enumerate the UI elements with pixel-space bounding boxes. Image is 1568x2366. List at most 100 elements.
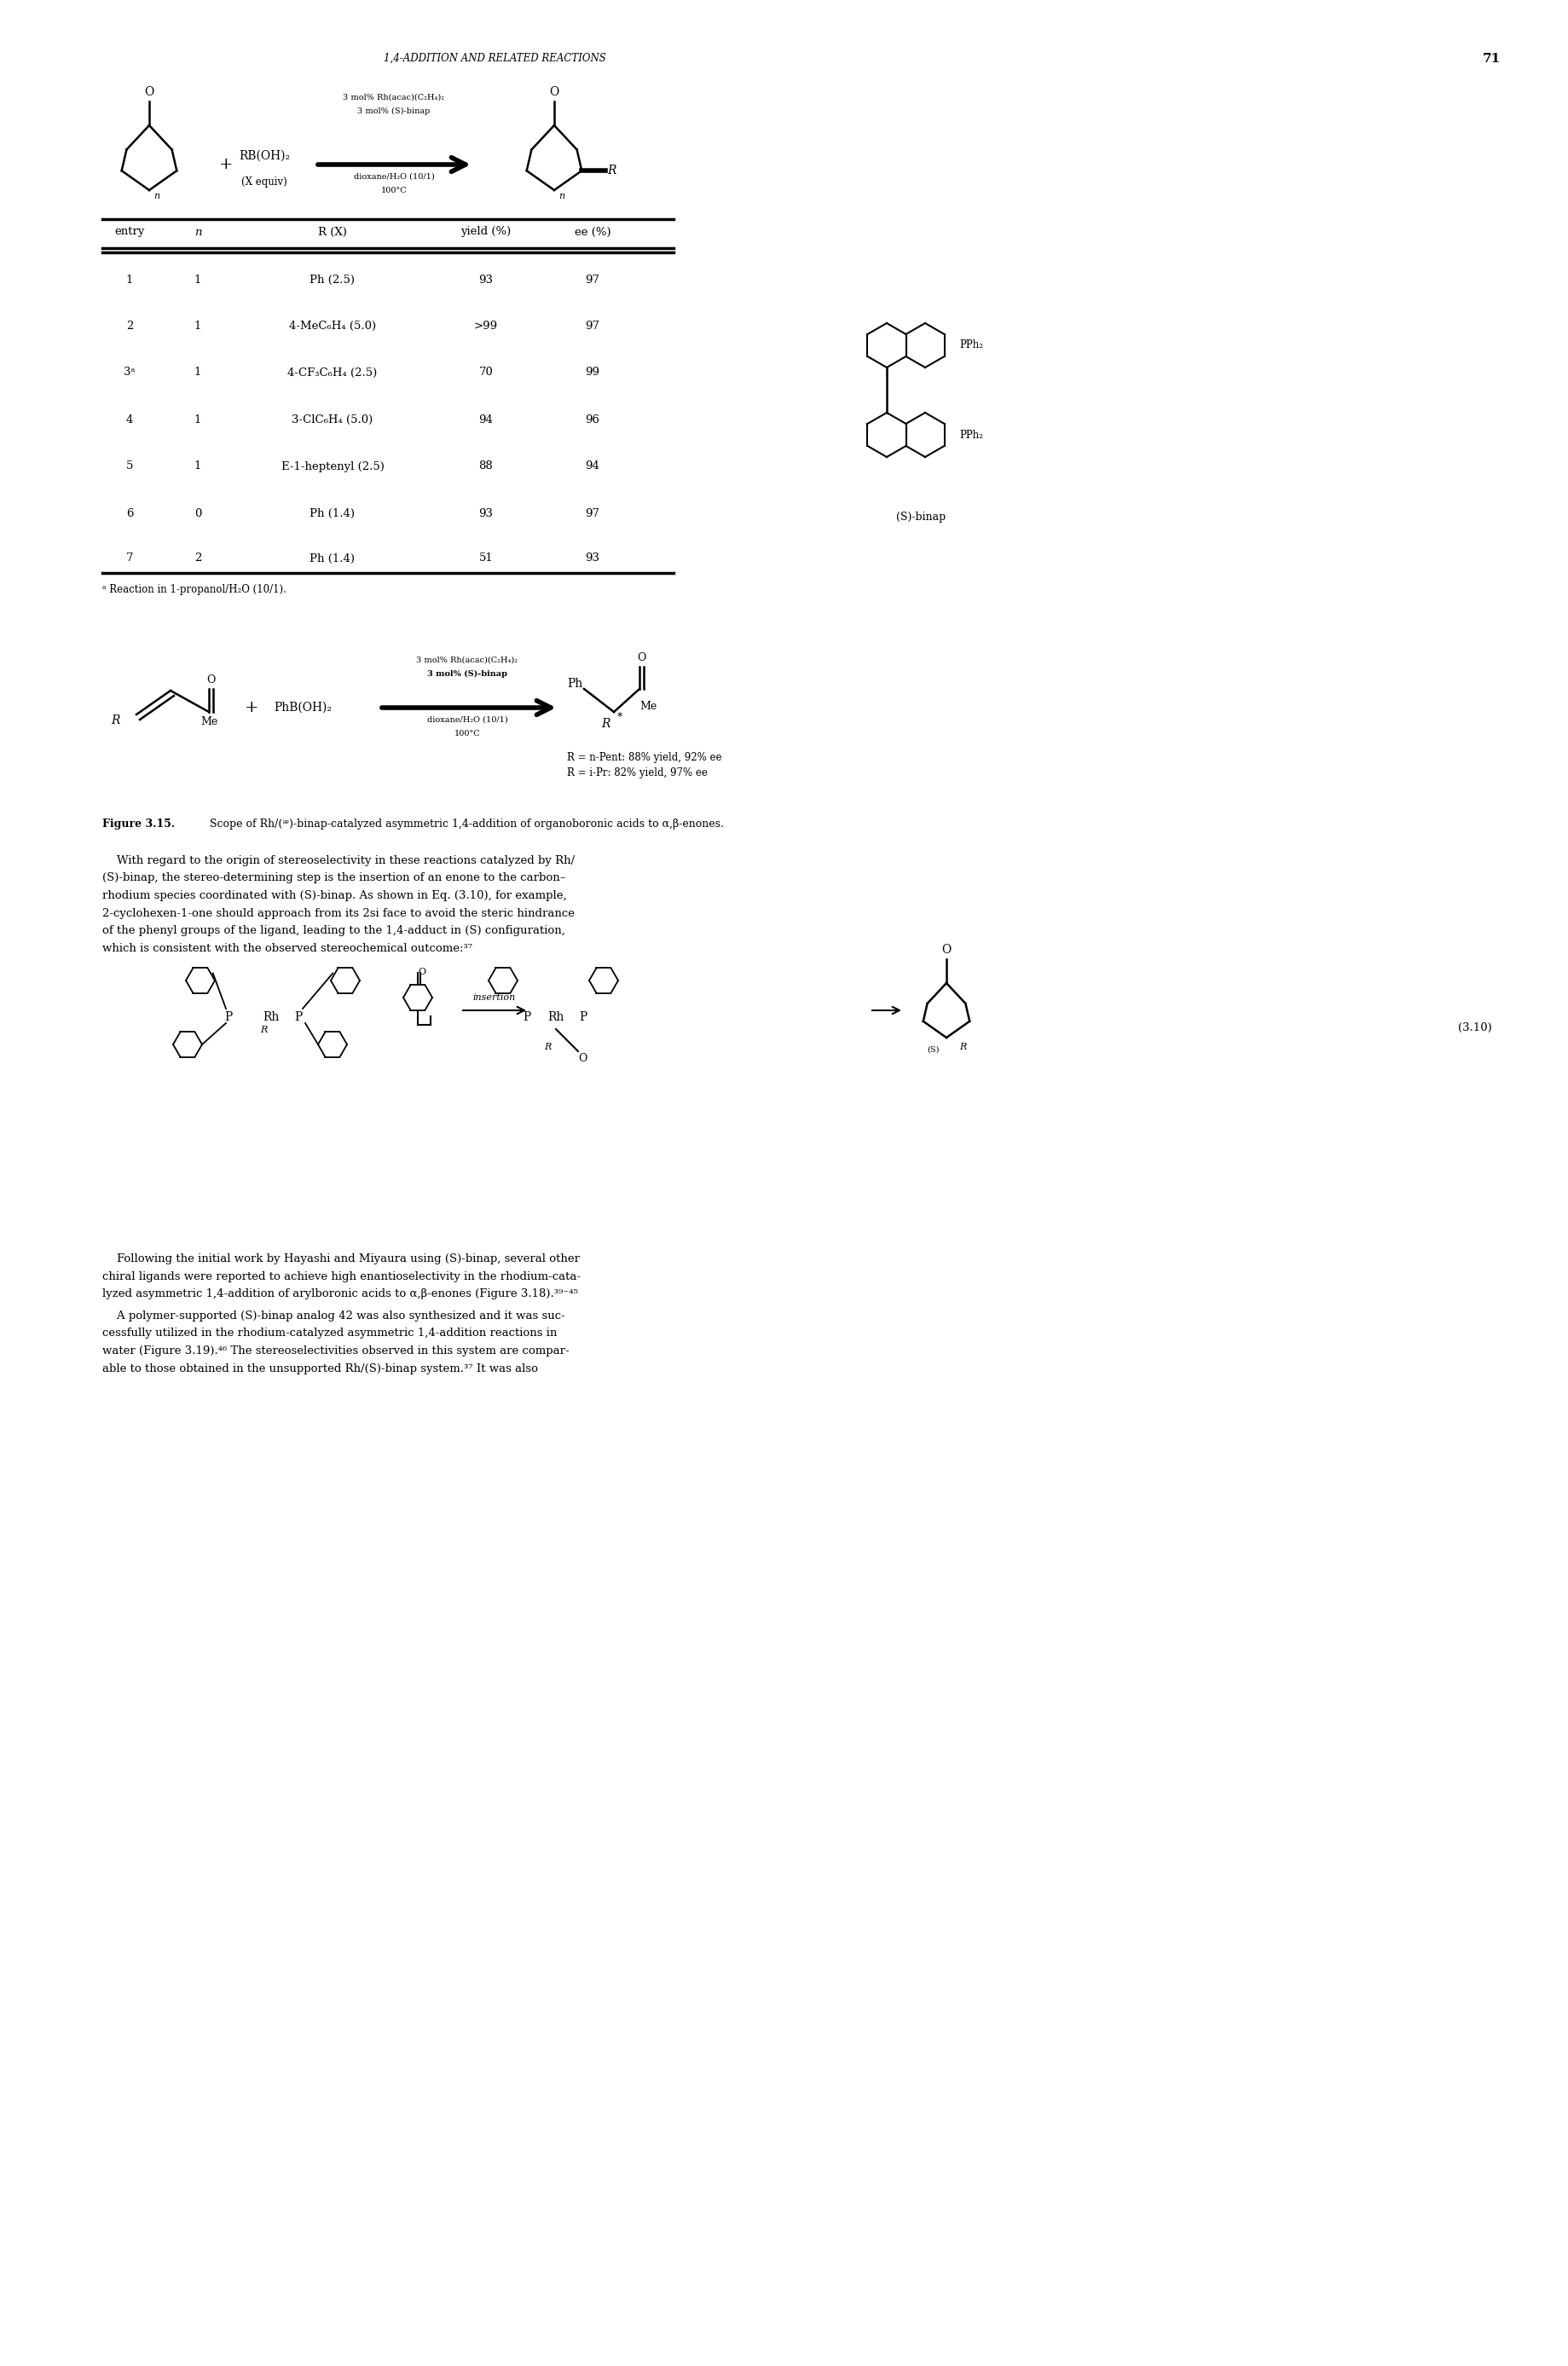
Text: 3ᵃ: 3ᵃ: [124, 367, 135, 379]
Text: Figure 3.15.: Figure 3.15.: [102, 819, 176, 830]
Text: (3.10): (3.10): [1458, 1022, 1493, 1034]
Text: PPh₂: PPh₂: [960, 428, 983, 440]
Text: +: +: [220, 156, 234, 173]
Text: O: O: [205, 674, 215, 686]
Text: A polymer-supported (S)-binap analog 42 was also synthesized and it was suc-: A polymer-supported (S)-binap analog 42 …: [102, 1311, 564, 1323]
Text: 3-ClC₆H₄ (5.0): 3-ClC₆H₄ (5.0): [292, 414, 373, 426]
Text: Rh: Rh: [263, 1010, 279, 1022]
Text: yield (%): yield (%): [461, 227, 511, 237]
Text: able to those obtained in the unsupported Rh/(S)-binap system.³⁷ It was also: able to those obtained in the unsupporte…: [102, 1363, 538, 1375]
Text: R: R: [260, 1027, 267, 1034]
Text: 3 mol% Rh(acac)(C₂H₄)₂: 3 mol% Rh(acac)(C₂H₄)₂: [343, 95, 445, 102]
Text: 97: 97: [585, 274, 601, 286]
Text: cessfully utilized in the rhodium-catalyzed asymmetric 1,4-addition reactions in: cessfully utilized in the rhodium-cataly…: [102, 1327, 557, 1339]
Text: Ph (2.5): Ph (2.5): [310, 274, 354, 286]
Text: 93: 93: [585, 554, 601, 563]
Text: 1: 1: [194, 367, 201, 379]
Text: 94: 94: [585, 461, 601, 471]
Text: 71: 71: [1482, 52, 1501, 64]
Text: 97: 97: [585, 319, 601, 331]
Text: 0: 0: [194, 509, 201, 518]
Text: O: O: [144, 85, 154, 97]
Text: O: O: [942, 944, 952, 956]
Text: Ph (1.4): Ph (1.4): [310, 509, 354, 518]
Text: 1: 1: [194, 461, 201, 471]
Text: O: O: [579, 1053, 586, 1065]
Text: lyzed asymmetric 1,4-addition of arylboronic acids to α,β-enones (Figure 3.18).³: lyzed asymmetric 1,4-addition of arylbor…: [102, 1289, 579, 1299]
Text: P: P: [579, 1010, 586, 1022]
Text: +: +: [245, 700, 259, 715]
Text: With regard to the origin of stereoselectivity in these reactions catalyzed by R: With regard to the origin of stereoselec…: [102, 854, 575, 866]
Text: 1: 1: [194, 414, 201, 426]
Text: R: R: [960, 1043, 966, 1051]
Text: 100°C: 100°C: [455, 729, 480, 738]
Text: chiral ligands were reported to achieve high enantioselectivity in the rhodium-c: chiral ligands were reported to achieve …: [102, 1271, 580, 1282]
Text: 7: 7: [125, 554, 133, 563]
Text: Rh: Rh: [547, 1010, 564, 1022]
Text: 96: 96: [585, 414, 601, 426]
Text: 3 mol% Rh(acac)(C₂H₄)₂: 3 mol% Rh(acac)(C₂H₄)₂: [417, 655, 517, 665]
Text: E-1-heptenyl (2.5): E-1-heptenyl (2.5): [281, 461, 384, 471]
Text: insertion: insertion: [474, 994, 516, 1001]
Text: Me: Me: [640, 700, 657, 712]
Text: 4: 4: [125, 414, 133, 426]
Text: 93: 93: [478, 274, 494, 286]
Text: Ph (1.4): Ph (1.4): [310, 554, 354, 563]
Text: RB(OH)₂: RB(OH)₂: [238, 149, 290, 161]
Text: 94: 94: [478, 414, 494, 426]
Text: Following the initial work by Hayashi and Miyaura using (S)-binap, several other: Following the initial work by Hayashi an…: [102, 1254, 580, 1263]
Text: 3 mol% (S)-binap: 3 mol% (S)-binap: [426, 670, 508, 679]
Text: 4-MeC₆H₄ (5.0): 4-MeC₆H₄ (5.0): [289, 319, 376, 331]
Text: entry: entry: [114, 227, 144, 237]
Text: (S)-binap: (S)-binap: [895, 511, 946, 523]
Text: 4-CF₃C₆H₄ (2.5): 4-CF₃C₆H₄ (2.5): [287, 367, 378, 379]
Text: which is consistent with the observed stereochemical outcome:³⁷: which is consistent with the observed st…: [102, 942, 472, 953]
Text: n: n: [558, 192, 564, 201]
Text: Scope of Rh/(ᵆ)-binap-catalyzed asymmetric 1,4-addition of organoboronic acids t: Scope of Rh/(ᵆ)-binap-catalyzed asymmetr…: [202, 819, 724, 830]
Text: 88: 88: [478, 461, 494, 471]
Text: *: *: [618, 712, 622, 724]
Text: 1,4-ADDITION AND RELATED REACTIONS: 1,4-ADDITION AND RELATED REACTIONS: [383, 52, 605, 64]
Text: O: O: [419, 968, 426, 977]
Text: PhB(OH)₂: PhB(OH)₂: [274, 703, 332, 715]
Text: 51: 51: [478, 554, 494, 563]
Text: (S)-binap, the stereo-determining step is the insertion of an enone to the carbo: (S)-binap, the stereo-determining step i…: [102, 873, 566, 885]
Text: water (Figure 3.19).⁴⁶ The stereoselectivities observed in this system are compa: water (Figure 3.19).⁴⁶ The stereoselecti…: [102, 1346, 569, 1356]
Text: 2-cyclohexen-1-one should approach from its 2si face to avoid the steric hindran: 2-cyclohexen-1-one should approach from …: [102, 909, 575, 918]
Text: 2: 2: [125, 319, 133, 331]
Text: (S): (S): [927, 1046, 939, 1053]
Text: R: R: [544, 1043, 550, 1051]
Text: 70: 70: [478, 367, 494, 379]
Text: O: O: [549, 85, 560, 97]
Text: n: n: [154, 192, 160, 201]
Text: 97: 97: [585, 509, 601, 518]
Text: ᵃ Reaction in 1-propanol/H₂O (10/1).: ᵃ Reaction in 1-propanol/H₂O (10/1).: [102, 584, 287, 596]
Text: R: R: [607, 166, 616, 177]
Text: PPh₂: PPh₂: [960, 341, 983, 350]
Text: P: P: [524, 1010, 532, 1022]
Text: 1: 1: [194, 274, 201, 286]
Text: ee (%): ee (%): [574, 227, 612, 237]
Text: R: R: [601, 717, 610, 729]
Text: 5: 5: [125, 461, 133, 471]
Text: >99: >99: [474, 319, 499, 331]
Text: rhodium species coordinated with (S)-binap. As shown in Eq. (3.10), for example,: rhodium species coordinated with (S)-bin…: [102, 890, 566, 901]
Text: 99: 99: [585, 367, 601, 379]
Text: 3 mol% (S)-binap: 3 mol% (S)-binap: [358, 106, 430, 116]
Text: 100°C: 100°C: [381, 187, 408, 194]
Text: O: O: [637, 653, 646, 662]
Text: R: R: [111, 715, 119, 726]
Text: of the phenyl groups of the ligand, leading to the 1,4-adduct in (S) configurati: of the phenyl groups of the ligand, lead…: [102, 925, 564, 937]
Text: R = n-Pent: 88% yield, 92% ee: R = n-Pent: 88% yield, 92% ee: [568, 752, 721, 764]
Text: Ph: Ph: [568, 677, 583, 691]
Text: n: n: [194, 227, 201, 237]
Text: 1: 1: [194, 319, 201, 331]
Text: R = i-Pr: 82% yield, 97% ee: R = i-Pr: 82% yield, 97% ee: [568, 767, 707, 778]
Text: R (X): R (X): [318, 227, 347, 237]
Text: 1: 1: [125, 274, 133, 286]
Text: P: P: [295, 1010, 303, 1022]
Text: Me: Me: [201, 717, 218, 726]
Text: 93: 93: [478, 509, 494, 518]
Text: dioxane/H₂O (10/1): dioxane/H₂O (10/1): [353, 173, 434, 180]
Text: 2: 2: [194, 554, 201, 563]
